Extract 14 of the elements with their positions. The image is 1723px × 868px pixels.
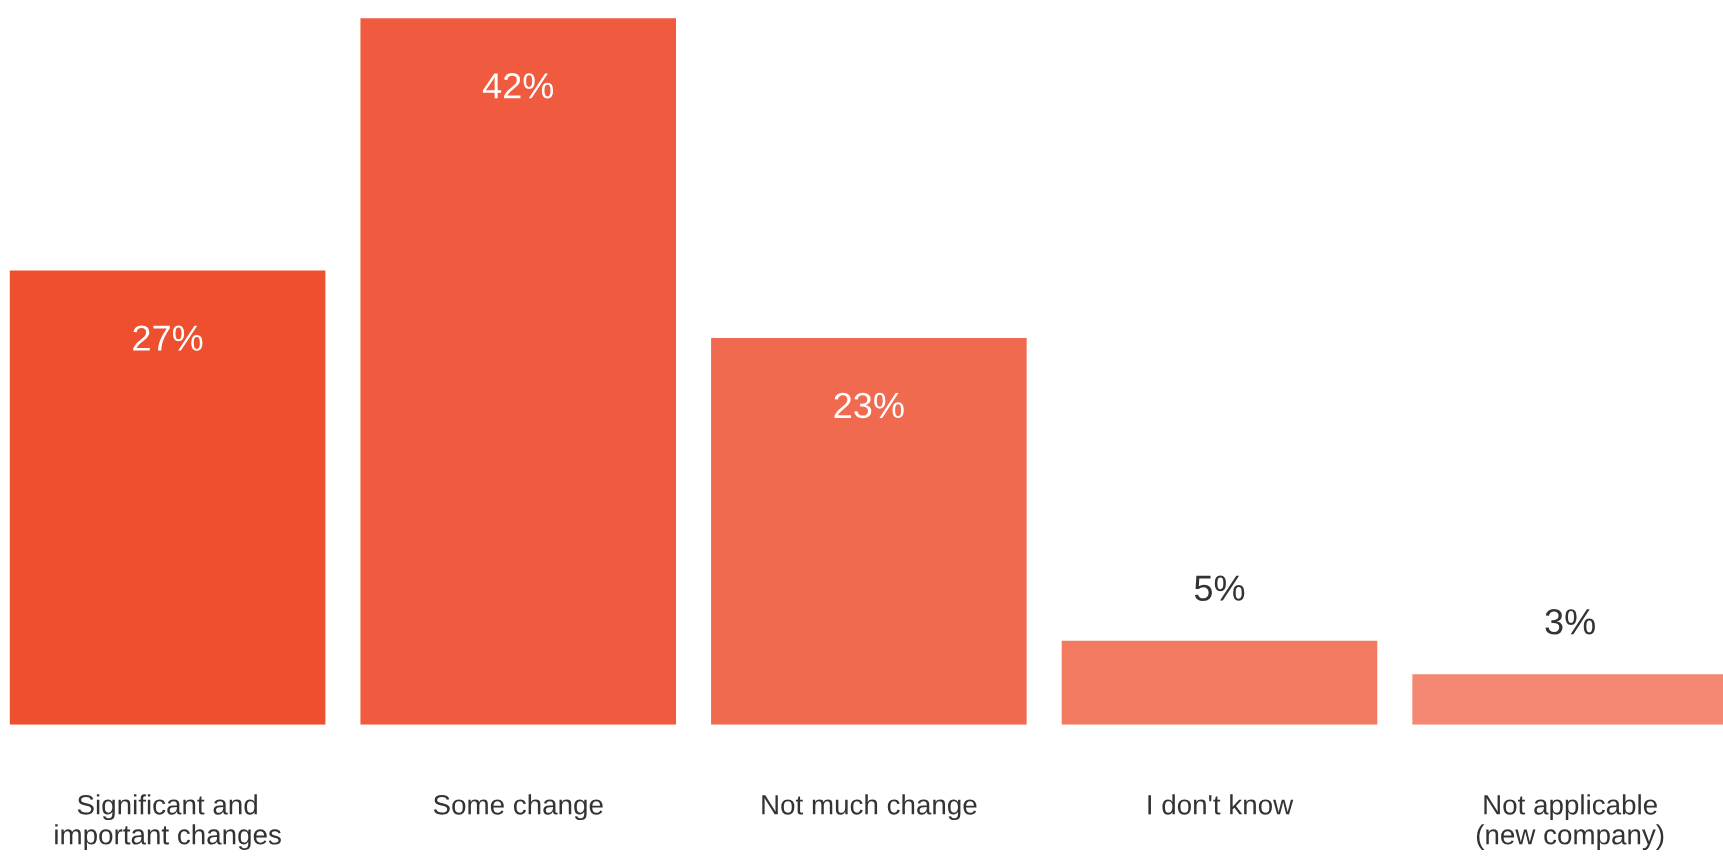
data-label: 3% — [1545, 608, 1595, 635]
bar — [711, 337, 1027, 725]
data-label: 27% — [133, 325, 203, 351]
x-tick-label: Some change — [433, 794, 603, 821]
bar — [9, 270, 326, 725]
data-label: 42% — [482, 73, 554, 99]
data-label: 23% — [834, 392, 904, 419]
x-tick-label: I don't know — [1148, 794, 1294, 815]
data-label: 5% — [1194, 575, 1245, 601]
bar — [360, 18, 677, 725]
x-tick-label: Not much change — [762, 794, 977, 821]
x-tick-label: Not applicable (new company) — [1476, 794, 1664, 851]
bar — [1061, 640, 1378, 725]
x-tick-label: Significant and important changes — [55, 794, 281, 851]
